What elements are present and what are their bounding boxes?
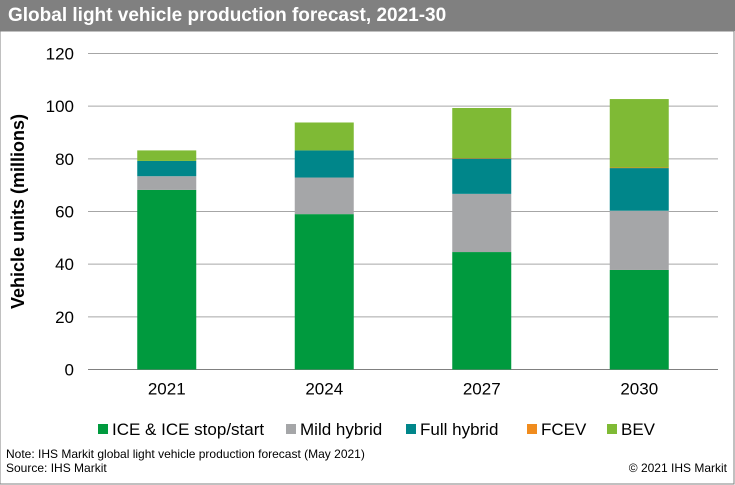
bar-segment-ice-ice-stop-start xyxy=(294,214,354,370)
bar-segment-mild-hybrid xyxy=(452,193,512,253)
legend-label: ICE & ICE stop/start xyxy=(112,420,264,439)
legend-label: FCEV xyxy=(541,420,587,439)
bar-segment-bev xyxy=(294,122,354,151)
bar-segment-ice-ice-stop-start xyxy=(609,269,669,370)
bar-segment-ice-ice-stop-start xyxy=(452,252,512,370)
copyright: © 2021 IHS Markit xyxy=(628,461,727,475)
legend-label: BEV xyxy=(621,420,656,439)
legend-swatch xyxy=(286,424,296,434)
chart-title: Global light vehicle production forecast… xyxy=(0,0,735,31)
bar-segment-full-hybrid xyxy=(137,160,197,177)
y-tick-label: 60 xyxy=(55,203,74,222)
y-tick-label: 20 xyxy=(55,308,74,327)
footnote: Note: IHS Markit global light vehicle pr… xyxy=(6,447,365,461)
bar-segment-full-hybrid xyxy=(452,158,512,194)
legend-swatch xyxy=(406,424,416,434)
bar-segment-mild-hybrid xyxy=(294,177,354,215)
legend-label: Mild hybrid xyxy=(300,420,382,439)
y-axis-title: Vehicle units (millions) xyxy=(8,114,28,309)
y-tick-label: 80 xyxy=(55,150,74,169)
bar-segment-ice-ice-stop-start xyxy=(137,189,197,370)
y-tick-label: 40 xyxy=(55,255,74,274)
bar-segment-full-hybrid xyxy=(609,168,669,211)
legend-swatch xyxy=(98,424,108,434)
bar-segment-fcev xyxy=(609,167,669,169)
y-tick-label: 120 xyxy=(46,45,74,64)
x-tick-label: 2030 xyxy=(620,380,658,399)
x-tick-label: 2021 xyxy=(148,380,186,399)
source-note: Source: IHS Markit xyxy=(6,461,107,475)
legend-swatch xyxy=(527,424,537,434)
bar-segment-mild-hybrid xyxy=(609,210,669,270)
x-tick-label: 2024 xyxy=(305,380,343,399)
bar-segment-full-hybrid xyxy=(294,150,354,178)
chart-border xyxy=(0,30,735,485)
x-tick-label: 2027 xyxy=(463,380,501,399)
legend-label: Full hybrid xyxy=(420,420,498,439)
bar-segment-bev xyxy=(137,150,197,161)
bar-segment-bev xyxy=(452,108,512,159)
bar-segment-fcev xyxy=(452,158,512,159)
bar-segment-mild-hybrid xyxy=(137,176,197,190)
y-tick-label: 100 xyxy=(46,97,74,116)
bar-segment-bev xyxy=(609,99,669,168)
legend-swatch xyxy=(607,424,617,434)
y-tick-label: 0 xyxy=(65,361,74,380)
